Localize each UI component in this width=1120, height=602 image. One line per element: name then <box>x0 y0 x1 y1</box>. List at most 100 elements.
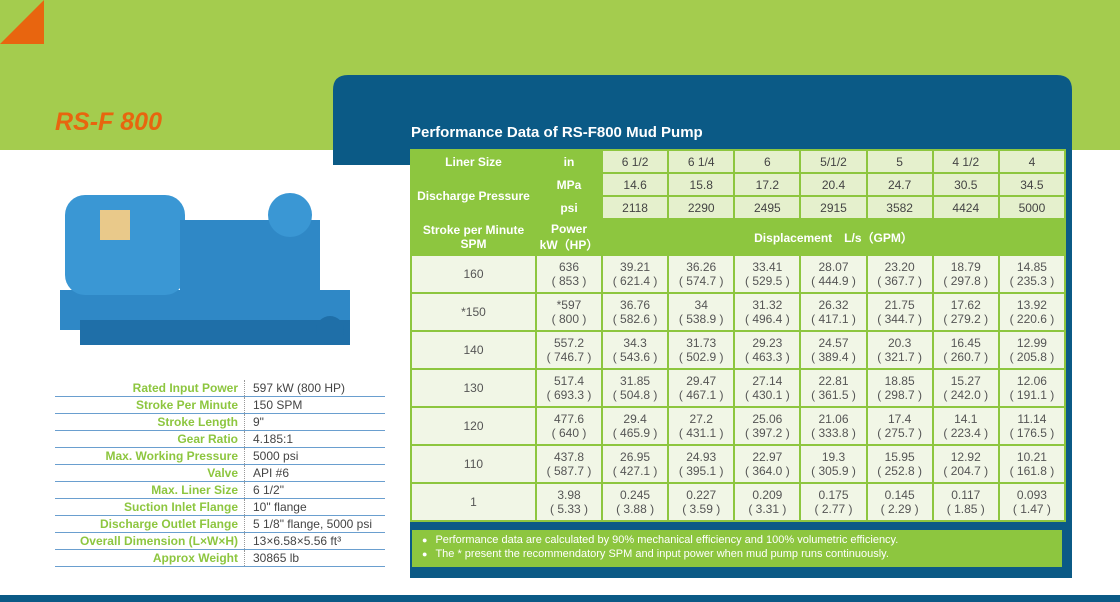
displacement-line: ( 504.8 ) <box>612 388 658 402</box>
spec-row: Stroke Length 9" <box>55 414 385 431</box>
spec-label: Max. Working Pressure <box>55 448 245 464</box>
power-line: ( 693.3 ) <box>546 388 592 402</box>
power: 437.8( 587.7 ) <box>537 446 601 482</box>
displacement: 31.73( 502.9 ) <box>669 332 734 368</box>
displacement-line: 39.21 <box>620 260 651 274</box>
spec-label: Gear Ratio <box>55 431 245 447</box>
displacement-line: 29.23 <box>752 336 783 350</box>
displacement-line: 23.20 <box>884 260 915 274</box>
displacement: 31.32( 496.4 ) <box>735 294 800 330</box>
liner-size: 6 1/2 <box>603 151 668 172</box>
displacement: 0.209( 3.31 ) <box>735 484 800 520</box>
spec-label: Stroke Length <box>55 414 245 430</box>
spec-value: 9" <box>253 415 264 429</box>
displacement-line: 29.47 <box>686 374 717 388</box>
displacement-line: ( 333.8 ) <box>811 426 856 440</box>
data-row: 110 437.8( 587.7 ) 26.95( 427.1 ) 24.93( 39… <box>412 446 1064 482</box>
liner-size: 4 1/2 <box>933 151 998 172</box>
displacement: 16.45( 260.7 ) <box>933 332 998 368</box>
displacement-line: ( 344.7 ) <box>877 312 922 326</box>
spec-label: Discharge Outlet Flange <box>55 516 245 532</box>
power-label: Power kW（HP） <box>537 220 601 254</box>
spec-row: Overall Dimension (L×W×H) 13×6.58×5.56 ft… <box>55 533 385 550</box>
displacement-line: 12.92 <box>950 450 981 464</box>
data-row: 1 3.98( 5.33 ) 0.245( 3.88 ) 0.227( 3.59 ) 0… <box>412 484 1064 520</box>
displacement-line: 0.093 <box>1016 488 1047 502</box>
displacement-line: 15.95 <box>884 450 915 464</box>
table-title: Performance Data of RS-F800 Mud Pump <box>411 124 703 141</box>
displacement: 33.41( 529.5 ) <box>735 256 800 292</box>
displacement-line: ( 235.3 ) <box>1009 274 1055 288</box>
displacement-line: 17.62 <box>950 298 981 312</box>
displacement: 12.99( 205.8 ) <box>999 332 1064 368</box>
displacement-line: 16.45 <box>950 336 981 350</box>
liner-size: 4 <box>999 151 1064 172</box>
displacement: 15.95( 252.8 ) <box>867 446 932 482</box>
displacement-line: ( 431.1 ) <box>678 426 724 440</box>
displacement-line: 17.4 <box>887 412 912 426</box>
displacement: 25.06( 397.2 ) <box>735 408 800 444</box>
spec-row: Max. Working Pressure 5000 psi <box>55 448 385 465</box>
displacement: 22.97( 364.0 ) <box>735 446 800 482</box>
displacement-line: ( 2.77 ) <box>814 502 853 516</box>
displacement-line: 0.145 <box>884 488 915 502</box>
displacement-line: ( 538.9 ) <box>678 312 724 326</box>
displacement-line: 24.57 <box>818 336 849 350</box>
power-line: ( 5.33 ) <box>549 502 588 516</box>
displacement-line: 22.97 <box>752 450 783 464</box>
displacement-line: ( 427.1 ) <box>612 464 658 478</box>
displacement-line: 0.175 <box>818 488 849 502</box>
spec-value: 13×6.58×5.56 ft³ <box>253 534 342 548</box>
displacement: 13.92( 220.6 ) <box>999 294 1064 330</box>
displacement: 23.20( 367.7 ) <box>867 256 932 292</box>
displacement-line: ( 191.1 ) <box>1009 388 1055 402</box>
liner-size: 6 <box>735 151 800 172</box>
spec-value: 10" flange <box>253 500 307 514</box>
displacement-line: 31.85 <box>620 374 651 388</box>
displacement-line: 19.3 <box>821 450 846 464</box>
displacement-line: 29.4 <box>623 412 647 426</box>
spec-label: Stroke Per Minute <box>55 397 245 413</box>
displacement-line: ( 297.8 ) <box>943 274 989 288</box>
displacement-line: ( 621.4 ) <box>612 274 658 288</box>
displacement-line: ( 3.31 ) <box>748 502 787 516</box>
displacement: 29.4( 465.9 ) <box>603 408 668 444</box>
pump-image <box>60 193 350 345</box>
spm: 160 <box>412 256 535 292</box>
spec-row: Discharge Outlet Flange 5 1/8" flange, 50… <box>55 516 385 533</box>
pressure-psi: 5000 <box>999 197 1064 218</box>
data-row: *150 *597( 800 ) 36.76( 582.6 ) 34( 538.9 )… <box>412 294 1064 330</box>
spec-label: Suction Inlet Flange <box>55 499 245 515</box>
displacement-line: ( 176.5 ) <box>1009 426 1055 440</box>
displacement-line: ( 3.59 ) <box>682 502 721 516</box>
displacement: 0.117( 1.85 ) <box>933 484 998 520</box>
spec-value: 5 1/8" flange, 5000 psi <box>253 517 373 531</box>
data-row: 120 477.6( 640 ) 29.4( 465.9 ) 27.2( 431.1 … <box>412 408 1064 444</box>
power-label-line: Power <box>550 221 587 236</box>
displacement-line: 12.06 <box>1016 374 1047 388</box>
spm: *150 <box>412 294 535 330</box>
displacement-line: ( 279.2 ) <box>943 312 989 326</box>
liner-size: 5 <box>867 151 932 172</box>
displacement-line: 25.06 <box>752 412 783 426</box>
displacement-line: 33.41 <box>752 260 783 274</box>
displacement-line: ( 463.3 ) <box>745 350 790 364</box>
spec-row: Suction Inlet Flange 10" flange <box>55 499 385 516</box>
displacement-line: 31.32 <box>752 298 783 312</box>
displacement-line: 0.209 <box>752 488 783 502</box>
displacement-line: 22.81 <box>818 374 849 388</box>
displacement-line: 36.76 <box>620 298 651 312</box>
displacement-line: 13.92 <box>1016 298 1047 312</box>
displacement: 26.32( 417.1 ) <box>801 294 866 330</box>
displacement-line: 18.79 <box>950 260 981 274</box>
performance-table: Liner Size in 6 1/2 6 1/4 6 5/1/2 5 4 1/2 4 Disch… <box>410 149 1066 522</box>
spec-value: API #6 <box>253 466 290 480</box>
spec-value: 597 kW (800 HP) <box>253 381 346 395</box>
displacement-line: 21.75 <box>884 298 915 312</box>
displacement: 0.227( 3.59 ) <box>669 484 734 520</box>
displacement: 27.14( 430.1 ) <box>735 370 800 406</box>
displacement-line: 26.95 <box>620 450 651 464</box>
notes: Performance data are calculated by 90% m… <box>412 530 1062 567</box>
displacement: 29.23( 463.3 ) <box>735 332 800 368</box>
